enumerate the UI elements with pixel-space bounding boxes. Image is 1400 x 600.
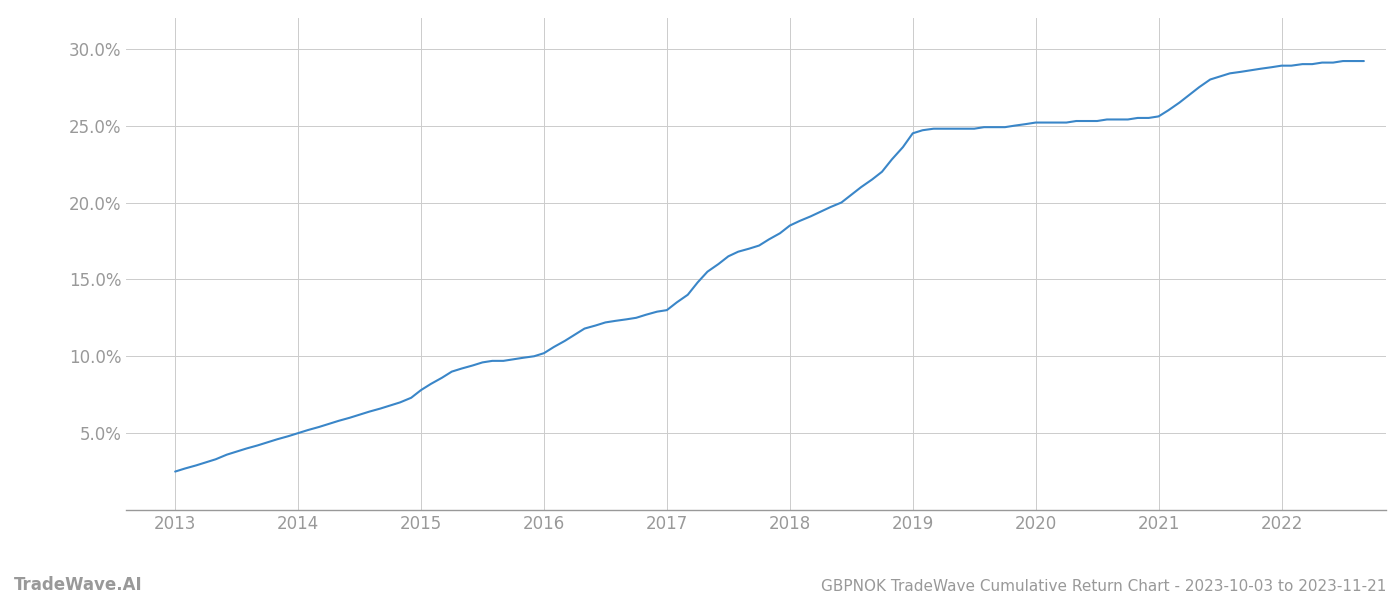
Text: GBPNOK TradeWave Cumulative Return Chart - 2023-10-03 to 2023-11-21: GBPNOK TradeWave Cumulative Return Chart…: [820, 579, 1386, 594]
Text: TradeWave.AI: TradeWave.AI: [14, 576, 143, 594]
